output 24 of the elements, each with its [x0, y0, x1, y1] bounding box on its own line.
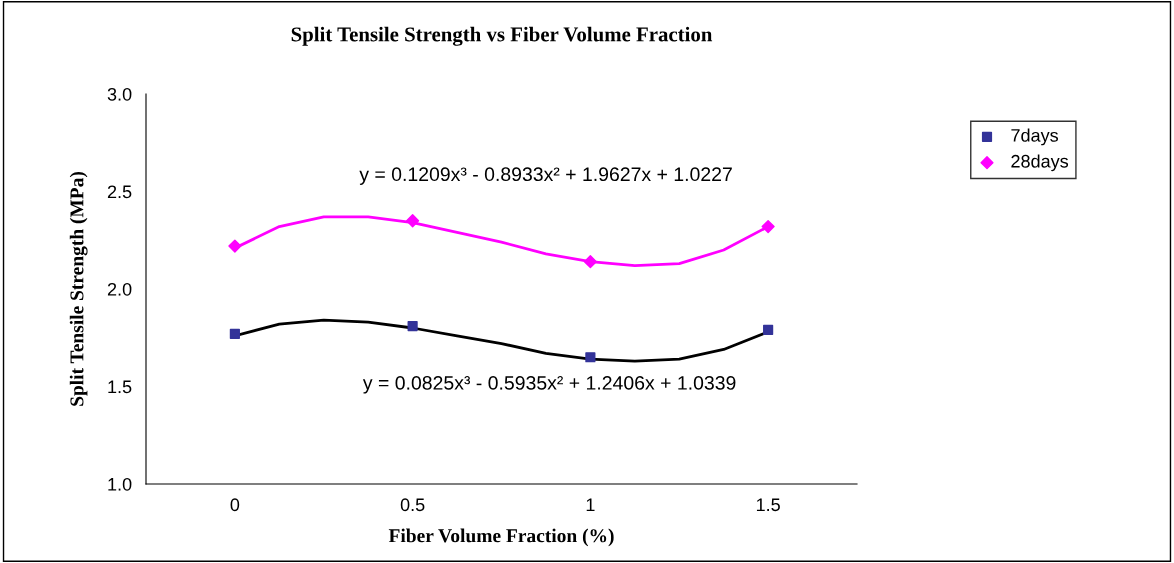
x-tick-label: 0.5 [400, 498, 425, 512]
point [763, 324, 774, 336]
x-tick-label: 1.5 [756, 498, 780, 512]
chart-title: Split Tensile Strength vs Fiber Volume Fraction [291, 26, 713, 46]
point [585, 352, 596, 363]
x-axis-title: Fiber Volume Fraction (%) [388, 528, 614, 547]
y-tick-label: 1.0 [108, 477, 132, 491]
legend-label: 7days [1011, 128, 1059, 146]
y-tick-label: 2.0 [107, 282, 132, 296]
y-tick-label: 2.5 [107, 185, 132, 199]
y-tick-label: 3.0 [107, 87, 132, 101]
y-tick-label: 1.5 [108, 380, 132, 394]
x-tick-label: 1 [586, 498, 595, 511]
point [761, 220, 775, 234]
point [583, 255, 597, 269]
y-axis-title: Split Tensile Strength (MPa) [69, 171, 88, 406]
legend-label: 28days [1011, 154, 1069, 172]
point [407, 320, 418, 332]
point [229, 328, 240, 339]
annotation: y = 0.1209x³ - 0.8933x² + 1.9627x + 1.0227 [359, 167, 732, 185]
annotation: y = 0.0825x³ - 0.5935x² + 1.2406x + 1.0339 [362, 376, 736, 394]
point [228, 239, 242, 253]
point [406, 214, 420, 228]
x-tick-label: 0 [230, 498, 240, 512]
